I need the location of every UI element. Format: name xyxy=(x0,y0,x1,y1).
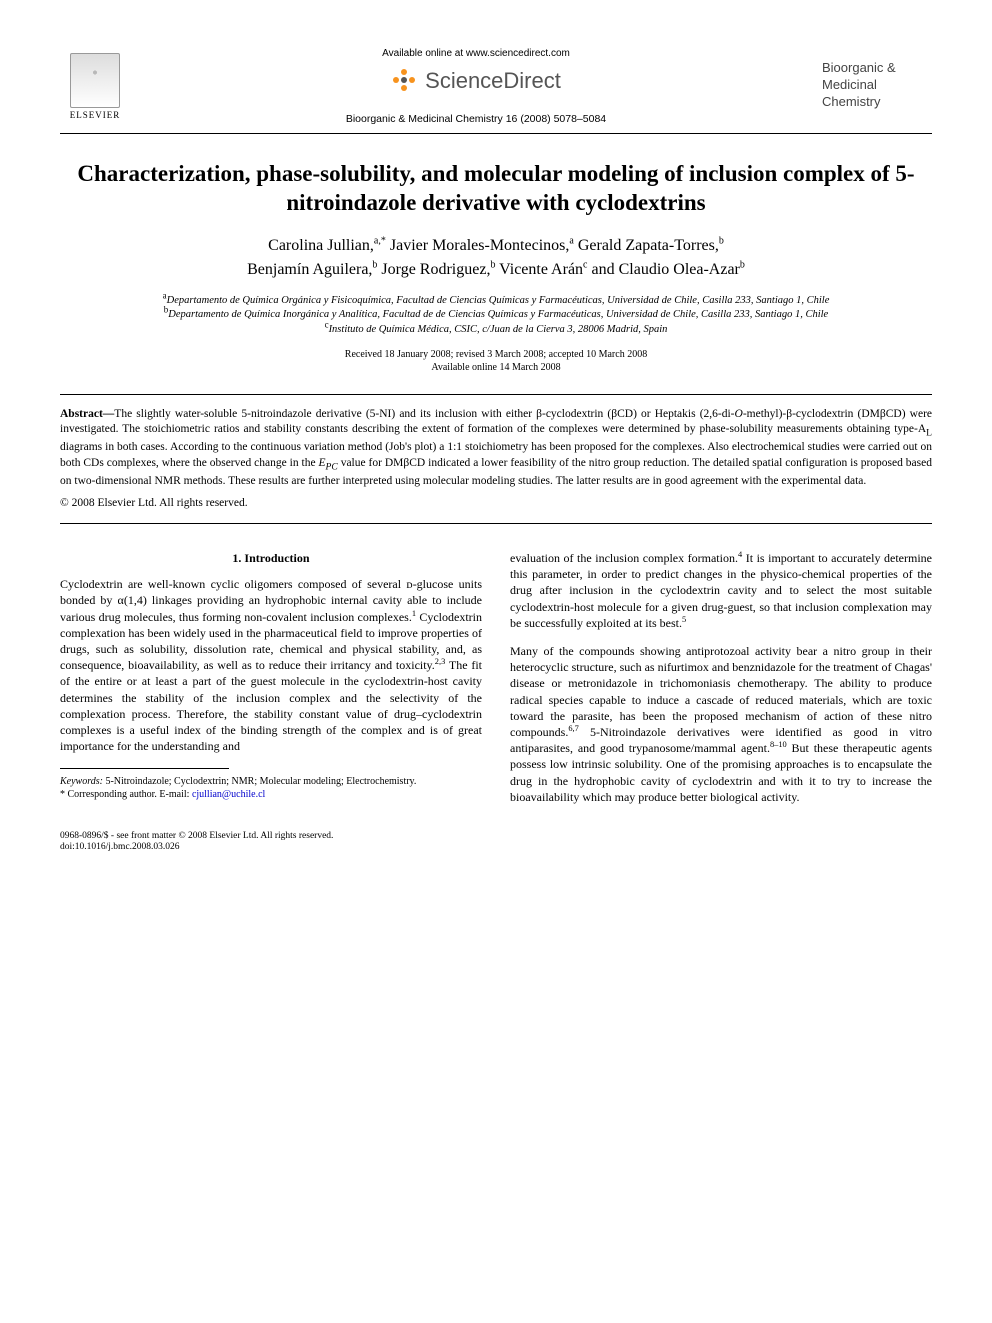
intro-heading: 1. Introduction xyxy=(60,550,482,566)
abstract-label: Abstract— xyxy=(60,408,114,420)
footer-doi: doi:10.1016/j.bmc.2008.03.026 xyxy=(60,842,932,853)
dates-online: Available online 14 March 2008 xyxy=(60,361,932,374)
dates-received: Received 18 January 2008; revised 3 Marc… xyxy=(60,348,932,361)
footnotes-block: Keywords: 5-Nitroindazole; Cyclodextrin;… xyxy=(60,775,482,801)
dates-block: Received 18 January 2008; revised 3 Marc… xyxy=(60,348,932,374)
publisher-name: ELSEVIER xyxy=(70,110,121,120)
authors-line-2: Benjamín Aguilera,b Jorge Rodriguez,b Vi… xyxy=(60,258,932,282)
keywords-line: Keywords: 5-Nitroindazole; Cyclodextrin;… xyxy=(60,775,482,788)
elsevier-tree-icon xyxy=(70,53,120,108)
journal-name-block: Bioorganic & Medicinal Chemistry xyxy=(822,40,932,111)
paper-title: Characterization, phase-solubility, and … xyxy=(68,160,924,218)
abstract-copyright: © 2008 Elsevier Ltd. All rights reserved… xyxy=(60,496,932,512)
corresponding-email-link[interactable]: cjullian@uchile.cl xyxy=(192,789,265,800)
sciencedirect-logo: ScienceDirect xyxy=(391,67,561,95)
page-footer: 0968-0896/$ - see front matter © 2008 El… xyxy=(60,831,932,854)
intro-paragraph-1b: evaluation of the inclusion complex form… xyxy=(510,550,932,631)
journal-header: ELSEVIER Available online at www.science… xyxy=(60,40,932,125)
footer-front-matter: 0968-0896/$ - see front matter © 2008 El… xyxy=(60,831,932,842)
authors-line-1: Carolina Jullian,a,* Javier Morales-Mont… xyxy=(60,234,932,258)
sciencedirect-wordmark: ScienceDirect xyxy=(425,68,561,94)
keywords-text: 5-Nitroindazole; Cyclodextrin; NMR; Mole… xyxy=(103,776,416,787)
footnote-separator xyxy=(60,768,229,769)
abstract-block: Abstract—The slightly water-soluble 5-ni… xyxy=(60,394,932,525)
affiliations-block: aDepartamento de Química Orgánica y Fisi… xyxy=(60,294,932,338)
available-online-text: Available online at www.sciencedirect.co… xyxy=(130,48,822,59)
header-rule xyxy=(60,133,932,134)
affiliation-c: cInstituto de Química Médica, CSIC, c/Ju… xyxy=(60,323,932,338)
journal-line-1: Bioorganic & xyxy=(822,60,932,77)
keywords-label: Keywords: xyxy=(60,776,103,787)
affiliation-a: aDepartamento de Química Orgánica y Fisi… xyxy=(60,294,932,309)
corresponding-line: * Corresponding author. E-mail: cjullian… xyxy=(60,788,482,801)
body-columns: 1. Introduction Cyclodextrin are well-kn… xyxy=(60,550,932,809)
corresponding-label: * Corresponding author. E-mail: xyxy=(60,789,192,800)
citation-line: Bioorganic & Medicinal Chemistry 16 (200… xyxy=(130,113,822,125)
intro-paragraph-2: Many of the compounds showing antiprotoz… xyxy=(510,643,932,805)
elsevier-logo: ELSEVIER xyxy=(60,40,130,120)
journal-line-3: Chemistry xyxy=(822,94,932,111)
affiliation-b: bDepartamento de Química Inorgánica y An… xyxy=(60,308,932,323)
abstract-body: The slightly water-soluble 5-nitroindazo… xyxy=(60,408,932,487)
sciencedirect-orb-icon xyxy=(391,67,419,95)
journal-line-2: Medicinal xyxy=(822,77,932,94)
authors-block: Carolina Jullian,a,* Javier Morales-Mont… xyxy=(60,234,932,282)
intro-paragraph-1a: Cyclodextrin are well-known cyclic oligo… xyxy=(60,576,482,754)
center-header: Available online at www.sciencedirect.co… xyxy=(130,40,822,125)
